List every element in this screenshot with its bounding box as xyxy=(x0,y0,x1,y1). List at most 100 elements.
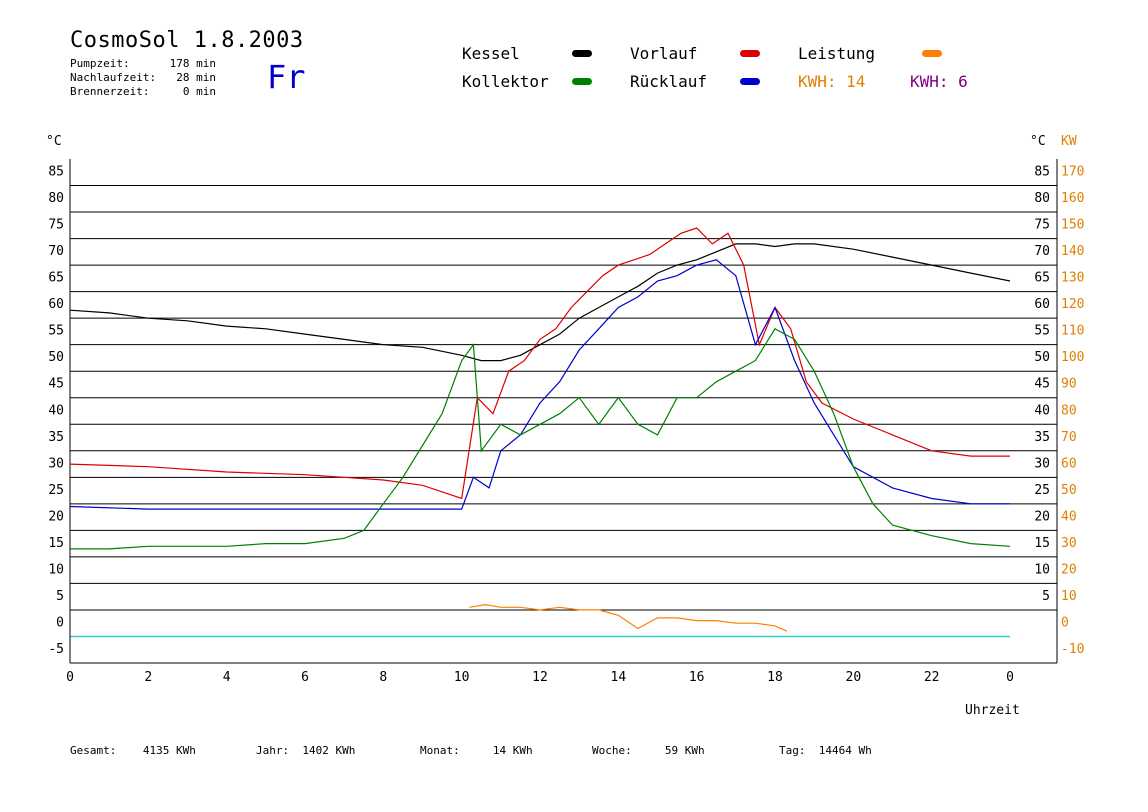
x-tick-label: 16 xyxy=(689,670,705,685)
y-tick-label-right-kw: 70 xyxy=(1061,430,1077,445)
y-tick-label-right-c: 20 xyxy=(1034,509,1050,524)
y-tick-label-right-kw: -10 xyxy=(1061,642,1084,657)
footer-gesamt-label: Gesamt: xyxy=(70,744,117,757)
footer-tag-label: Tag: xyxy=(779,744,806,757)
stats-block: Pumpzeit: 178 min Nachlaufzeit: 28 min Bre… xyxy=(70,57,216,99)
y-tick-label-right-kw: 50 xyxy=(1061,483,1077,498)
footer-gesamt: Gesamt: 4135 KWh xyxy=(70,744,196,757)
y-tick-label-right-c: 30 xyxy=(1034,456,1050,471)
y-tick-label-left: 35 xyxy=(48,430,64,445)
footer-monat-value: 14 KWh xyxy=(492,744,533,757)
chart-title: CosmoSol 1.8.2003 xyxy=(70,28,304,53)
y-tick-label-left: 60 xyxy=(48,297,64,312)
kwh-orange-label: KWH: 14 xyxy=(798,72,866,91)
legend-ruecklauf-label: Rücklauf xyxy=(630,72,708,91)
legend-leistung-swatch xyxy=(922,50,942,57)
x-axis-label: Uhrzeit xyxy=(965,703,1020,718)
weekday-label: Fr xyxy=(267,58,306,96)
y-tick-label-right-kw: 110 xyxy=(1061,324,1084,339)
y-tick-label-left: 20 xyxy=(48,509,64,524)
y-tick-label-left: 15 xyxy=(48,536,64,551)
y-tick-label-right-c: 70 xyxy=(1034,244,1050,259)
y-tick-label-right-kw: 150 xyxy=(1061,218,1084,233)
y-tick-label-left: 30 xyxy=(48,456,64,471)
y-tick-label-right-kw: 0 xyxy=(1061,615,1069,630)
y-tick-label-right-c: 80 xyxy=(1034,191,1050,206)
footer-jahr: Jahr: 1402 KWh xyxy=(256,744,355,757)
legend-kessel-label: Kessel xyxy=(462,44,520,63)
kwh-purple-label: KWH: 6 xyxy=(910,72,968,91)
footer-woche-value: 59 KWh xyxy=(664,744,705,757)
y-tick-label-left: 75 xyxy=(48,218,64,233)
y-tick-label-right-kw: 100 xyxy=(1061,350,1084,365)
pumpzeit-label: Pumpzeit: xyxy=(70,57,130,70)
y-tick-label-right-kw: 90 xyxy=(1061,377,1077,392)
y-tick-label-left: 50 xyxy=(48,350,64,365)
legend-ruecklauf-swatch xyxy=(740,78,760,85)
pumpzeit-value: 178 min xyxy=(169,57,216,70)
footer-monat: Monat: 14 KWh xyxy=(420,744,533,757)
y-unit-right-kw: KW xyxy=(1061,134,1077,149)
footer-woche: Woche: 59 KWh xyxy=(592,744,705,757)
chart-axes: -505101520253035404550556065707580855101… xyxy=(48,159,1084,685)
series-line-leistung xyxy=(469,603,788,632)
x-tick-label: 14 xyxy=(611,670,627,685)
x-tick-label: 0 xyxy=(66,670,74,685)
legend-kollektor-swatch xyxy=(572,78,592,85)
y-tick-label-right-kw: 10 xyxy=(1061,589,1077,604)
footer-monat-label: Monat: xyxy=(420,744,460,757)
y-unit-left: °C xyxy=(46,134,62,149)
y-tick-label-right-c: 85 xyxy=(1034,165,1050,180)
y-tick-label-right-c: 40 xyxy=(1034,403,1050,418)
brennerzeit-label: Brennerzeit: xyxy=(70,85,150,98)
y-tick-label-right-kw: 60 xyxy=(1061,456,1077,471)
x-tick-label: 0 xyxy=(1006,670,1014,685)
x-tick-label: 12 xyxy=(532,670,548,685)
y-tick-label-left: 85 xyxy=(48,165,64,180)
y-tick-label-right-kw: 120 xyxy=(1061,297,1084,312)
legend-kessel-swatch xyxy=(572,50,592,57)
y-tick-label-right-c: 25 xyxy=(1034,483,1050,498)
y-tick-label-right-kw: 130 xyxy=(1061,271,1084,286)
y-tick-label-left: 65 xyxy=(48,271,64,286)
series-line-kollektor xyxy=(70,328,1011,550)
x-tick-label: 6 xyxy=(301,670,309,685)
x-tick-label: 20 xyxy=(846,670,862,685)
nachlaufzeit-value: 28 min xyxy=(176,71,216,84)
y-tick-label-right-c: 55 xyxy=(1034,324,1050,339)
y-tick-label-left: 25 xyxy=(48,483,64,498)
footer-jahr-label: Jahr: xyxy=(256,744,290,757)
y-tick-label-right-c: 65 xyxy=(1034,271,1050,286)
y-tick-label-right-c: 60 xyxy=(1034,297,1050,312)
y-tick-label-left: 10 xyxy=(48,562,64,577)
y-tick-label-right-kw: 30 xyxy=(1061,536,1077,551)
legend-vorlauf-swatch xyxy=(740,50,760,57)
footer-gesamt-value: 4135 KWh xyxy=(142,744,196,757)
legend-vorlauf-label: Vorlauf xyxy=(630,44,698,63)
footer-tag: Tag: 14464 Wh xyxy=(779,744,872,757)
legend-leistung-label: Leistung xyxy=(798,44,876,63)
y-tick-label-left: 55 xyxy=(48,324,64,339)
nachlaufzeit-label: Nachlaufzeit: xyxy=(70,71,157,84)
legend-kollektor-label: Kollektor xyxy=(462,72,549,91)
y-tick-label-left: -5 xyxy=(48,642,64,657)
y-tick-label-right-c: 75 xyxy=(1034,218,1050,233)
footer-woche-label: Woche: xyxy=(592,744,632,757)
y-tick-label-right-kw: 140 xyxy=(1061,244,1084,259)
x-tick-label: 4 xyxy=(223,670,231,685)
y-tick-label-right-c: 15 xyxy=(1034,536,1050,551)
footer-jahr-value: 1402 KWh xyxy=(302,744,356,757)
footer-tag-value: 14464 Wh xyxy=(818,744,872,757)
brennerzeit-value: 0 min xyxy=(182,85,216,98)
y-tick-label-left: 45 xyxy=(48,377,64,392)
y-tick-label-right-kw: 80 xyxy=(1061,403,1077,418)
y-unit-right-c: °C xyxy=(1030,134,1046,149)
y-tick-label-right-c: 45 xyxy=(1034,377,1050,392)
x-tick-label: 2 xyxy=(144,670,152,685)
y-tick-label-right-c: 35 xyxy=(1034,430,1050,445)
y-tick-label-right-c: 10 xyxy=(1034,562,1050,577)
series-line-kessel xyxy=(69,243,1011,362)
chart-series xyxy=(69,227,1011,632)
chart-grid xyxy=(70,185,1057,638)
